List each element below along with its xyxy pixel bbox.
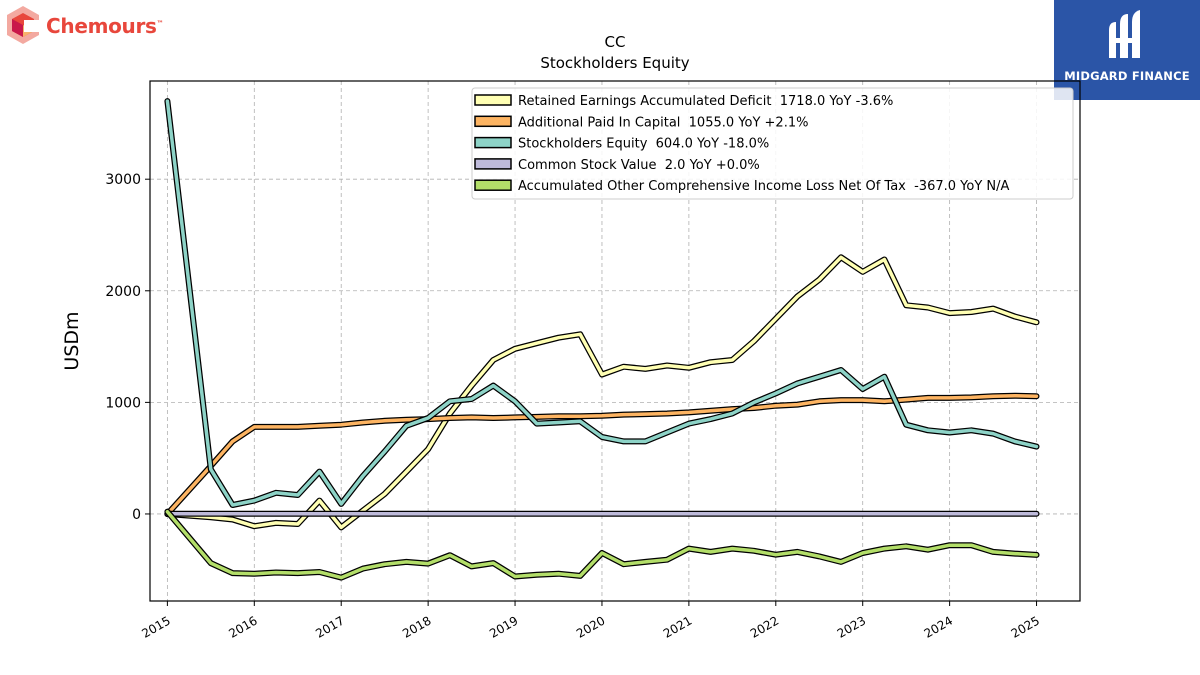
midgard-emblem-icon [1109, 10, 1140, 58]
legend-label-4: Accumulated Other Comprehensive Income L… [518, 179, 1009, 194]
legend-swatch-4 [474, 179, 512, 191]
y-axis: 0 1000 2000 3000 [105, 172, 150, 523]
legend-label-1: Additional Paid In Capital 1055.0 YoY +2… [518, 115, 808, 130]
x-tick-label: 2015 [139, 613, 172, 640]
chemours-logo: Chemours™ [4, 4, 174, 48]
chart-subtitle: Stockholders Equity [540, 54, 689, 72]
x-tick-label: 2017 [313, 613, 346, 640]
legend-label-3: Common Stock Value 2.0 YoY +0.0% [518, 158, 760, 173]
x-tick-label: 2018 [400, 613, 433, 640]
series-line-4 [165, 509, 1039, 580]
y-axis-label: USDm [61, 311, 83, 370]
legend-swatch-0 [474, 94, 512, 106]
series-line-2 [165, 99, 1039, 507]
x-tick-label: 2019 [487, 613, 520, 640]
midgard-brand-text: MIDGARD FINANCE [1064, 69, 1190, 83]
y-tick-label: 2000 [105, 284, 141, 300]
midgard-finance-logo: MIDGARD FINANCE [1054, 0, 1200, 100]
chemours-brand-text: Chemours™ [46, 14, 164, 38]
legend-box [471, 87, 1074, 200]
x-tick-label: 2023 [835, 613, 868, 640]
x-tick-label: 2021 [661, 613, 694, 640]
x-axis: 2015 2016 2017 2018 2019 2020 2021 2022 2023 2024… [139, 601, 1042, 641]
legend-swatch-3 [474, 158, 512, 170]
legend-swatch-2 [474, 136, 512, 149]
series-layer [164, 98, 1040, 581]
legend-label-0: Retained Earnings Accumulated Deficit 17… [518, 94, 893, 109]
x-tick-label: 2022 [748, 613, 781, 640]
plot-frame [149, 80, 1081, 602]
x-tick-label: 2024 [922, 613, 955, 640]
chemours-hexagon-icon [7, 6, 40, 44]
x-tick-label: 2016 [226, 613, 259, 640]
x-tick-label: 2025 [1009, 613, 1042, 640]
y-tick-label: 1000 [105, 395, 141, 411]
y-tick-label: 0 [132, 507, 141, 523]
y-tick-label: 3000 [105, 172, 141, 188]
x-tick-label: 2020 [574, 613, 607, 640]
chart-title: CC [605, 33, 626, 51]
legend-label-2: Stockholders Equity 604.0 YoY -18.0% [518, 137, 769, 152]
legend-swatch-1 [474, 115, 512, 128]
legend: Retained Earnings Accumulated Deficit 17… [471, 87, 1074, 200]
